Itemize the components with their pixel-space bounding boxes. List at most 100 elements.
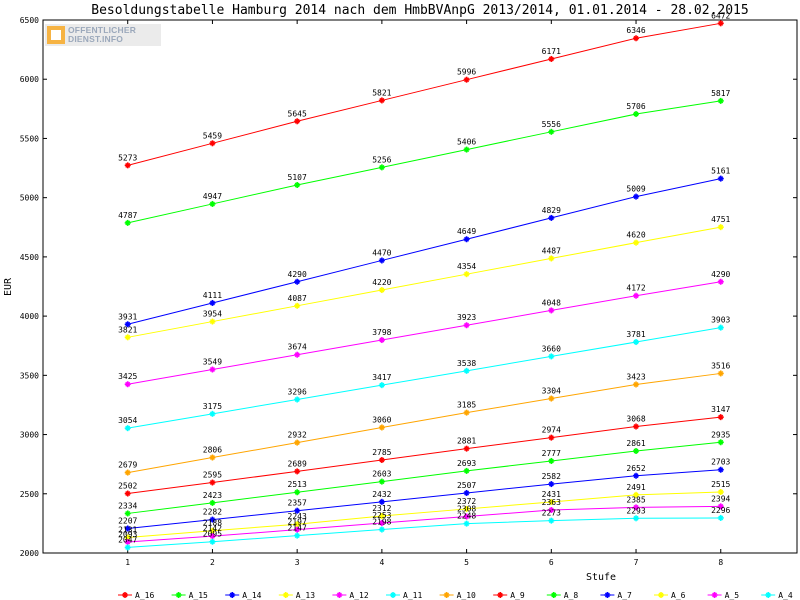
data-label-a-16: 5996 [457,68,476,77]
data-label-a-11: 3296 [288,387,307,396]
data-label-a-6: 2372 [457,497,476,506]
marker-stroke [548,396,554,402]
data-point-a-6 [378,513,385,520]
series-line-a-16 [127,22,721,166]
data-point-a-7 [548,481,555,488]
data-point-a-8 [209,499,216,506]
legend-swatch-marker [390,592,396,598]
data-label-a-14: 3931 [118,312,137,321]
marker-stroke [125,220,131,226]
data-point-a-4 [294,532,301,539]
marker-stroke [379,97,385,103]
data-label-a-5: 2363 [542,498,561,507]
marker-stroke [548,129,554,135]
data-point-a-15 [548,128,555,135]
data-label-a-5: 2093 [118,530,137,539]
marker-stroke [125,539,131,545]
data-point-a-13 [633,239,640,246]
data-label-a-5: 2142 [203,524,222,533]
legend-label: A_16 [135,591,154,600]
data-point-a-9 [633,423,640,430]
data-label-a-12: 3549 [203,358,222,367]
data-point-a-14 [378,257,385,264]
marker-stroke [294,118,300,124]
series-a-4 [124,514,724,551]
marker-stroke [209,533,215,539]
y-axis-label: EUR [3,277,14,296]
data-point-a-14 [124,321,131,328]
data-label-a-6: 2431 [542,490,561,499]
marker-stroke [125,334,131,340]
data-point-a-11 [124,425,131,432]
data-label-a-8: 2935 [711,430,730,439]
series-a-12 [124,278,724,388]
x-tick-label: 4 [379,558,384,567]
data-label-a-8: 2777 [542,449,561,458]
data-point-a-5 [633,504,640,511]
data-label-a-16: 5459 [203,131,222,140]
data-point-a-16 [294,118,301,125]
marker-stroke [390,592,396,598]
data-label-a-13: 3954 [203,310,222,319]
marker-stroke [718,325,724,331]
marker-stroke [125,544,131,550]
marker-stroke [125,162,131,168]
data-label-a-5: 2197 [288,518,307,527]
legend-item-a-12: A_12 [332,591,369,600]
series-a-15 [124,97,724,226]
x-tick-label: 6 [549,558,554,567]
marker-stroke [548,215,554,221]
data-point-a-11 [463,367,470,374]
legend-swatch-marker [497,592,504,598]
data-point-a-12 [124,381,131,388]
data-label-a-7: 2282 [203,508,222,517]
data-label-a-5: 2394 [711,494,730,503]
x-axis-label: Stufe [586,572,616,583]
marker-stroke [464,521,470,527]
marker-stroke [548,481,554,487]
data-label-a-11: 3660 [542,344,561,353]
data-point-a-6 [717,489,724,496]
data-point-a-7 [463,489,470,496]
series-a-5 [124,503,724,545]
data-label-a-16: 6346 [626,26,645,35]
marker-stroke [765,592,771,598]
data-point-a-11 [548,353,555,360]
data-label-a-7: 2432 [372,490,391,499]
data-label-a-10: 3185 [457,401,476,410]
y-tick-label: 6500 [20,16,39,25]
data-point-a-8 [294,489,301,496]
marker-stroke [125,491,131,497]
marker-stroke [209,300,215,306]
data-point-a-16 [124,162,131,169]
data-point-a-12 [717,278,724,285]
data-labels-layer: 5273 5459 5645 5821 5996 6171 6346 6472 4787 4947… [118,11,730,544]
legend-item-a-15: A_15 [171,591,208,600]
marker-stroke [718,515,724,521]
data-point-a-15 [209,200,216,207]
marker-stroke [294,533,300,539]
data-point-a-10 [463,409,470,416]
data-label-a-4: 2095 [203,530,222,539]
marker-stroke [209,528,215,534]
marker-stroke [176,592,182,598]
marker-stroke [633,35,639,41]
data-label-a-13: 4220 [372,278,391,287]
data-label-a-7: 2207 [118,516,137,525]
series-a-8 [124,439,724,517]
marker-stroke [294,440,300,446]
data-point-a-7 [209,516,216,523]
data-label-a-7: 2582 [542,472,561,481]
y-tick-label: 2000 [20,549,39,558]
data-point-a-12 [209,366,216,373]
data-point-a-6 [294,521,301,528]
data-point-a-6 [463,505,470,512]
data-point-a-11 [209,410,216,417]
marker-stroke [712,592,718,598]
legend-item-a-7: A_7 [600,591,632,600]
legend-item-a-10: A_10 [439,591,476,600]
data-label-a-13: 4087 [288,294,307,303]
data-point-a-14 [717,175,724,182]
data-label-a-8: 2861 [626,439,645,448]
data-point-a-9 [124,490,131,497]
